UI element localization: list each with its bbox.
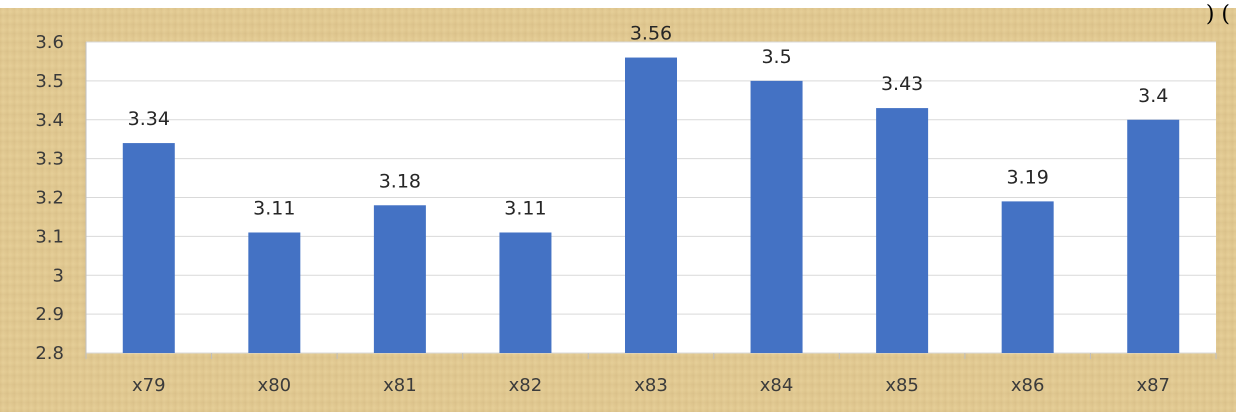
y-tick-label-5: 3.3 [35,149,64,170]
x-tick-label-x86: x86 [1011,375,1045,396]
data-label-x81: 3.18 [379,170,421,192]
x-tick-label-x87: x87 [1136,375,1170,396]
bar-x84 [750,80,803,353]
x-tick-label-x79: x79 [132,375,166,396]
bar-x81 [373,205,426,353]
data-label-x85: 3.43 [881,73,923,95]
x-tick-label-x80: x80 [258,375,292,396]
y-tick-label-8: 3.6 [35,32,64,53]
x-tick-label-x81: x81 [383,375,417,396]
bar-x86 [1001,201,1054,353]
y-tick-label-0: 2.8 [35,343,64,364]
bar-x85 [876,108,929,354]
data-label-x83: 3.56 [630,23,672,45]
header-fragment: ) ( [1205,2,1230,27]
y-tick-label-1: 2.9 [35,304,64,325]
y-tick-label-7: 3.5 [35,71,64,92]
x-tick-label-x83: x83 [634,375,668,396]
bar-x83 [625,57,677,354]
x-tick-label-x84: x84 [760,375,794,396]
data-label-x84: 3.5 [761,46,791,68]
bar-x82 [499,232,552,353]
data-label-x82: 3.11 [504,197,546,219]
y-tick-label-3: 3.1 [35,226,64,247]
y-tick-label-2: 3 [53,265,64,286]
y-tick-label-6: 3.4 [35,110,64,131]
data-label-x86: 3.19 [1007,166,1049,188]
x-tick-label-x85: x85 [885,375,919,396]
bar-x80 [248,232,301,353]
data-label-x80: 3.11 [253,197,295,219]
bar-x87 [1127,119,1180,353]
data-label-x79: 3.34 [128,108,170,130]
data-label-x87: 3.4 [1138,85,1168,107]
y-tick-label-4: 3.2 [35,188,64,209]
x-tick-label-x82: x82 [509,375,543,396]
bar-x79 [122,143,175,353]
